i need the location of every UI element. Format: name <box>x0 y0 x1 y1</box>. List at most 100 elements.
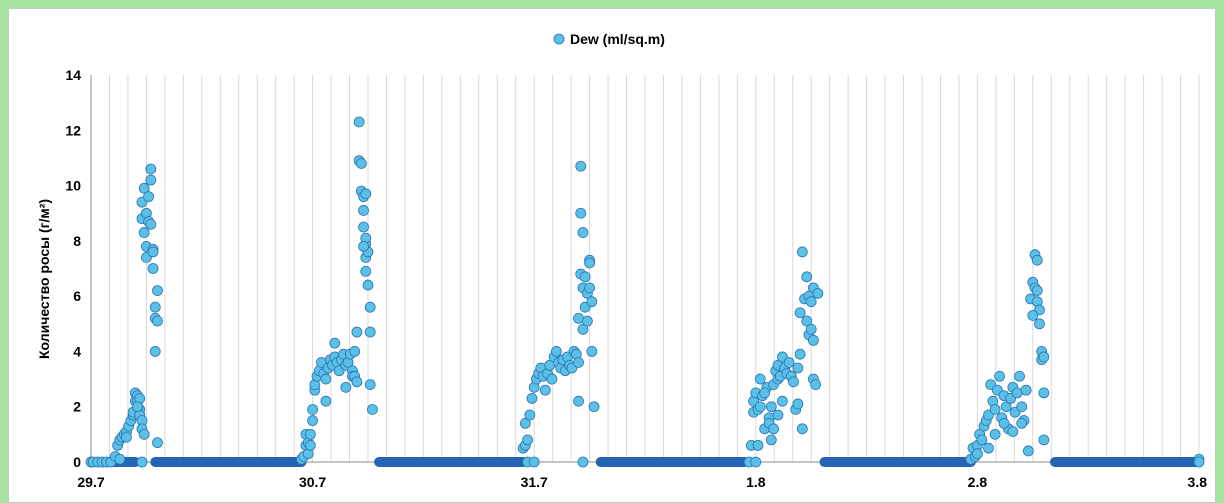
data-point <box>989 428 1001 440</box>
data-points <box>85 116 1205 468</box>
data-point <box>1016 417 1028 429</box>
data-point <box>586 346 598 357</box>
data-point <box>796 246 808 258</box>
data-point <box>320 395 332 407</box>
data-point <box>546 373 558 385</box>
data-point <box>1027 310 1039 321</box>
y-tick-label: 4 <box>73 343 81 359</box>
data-point <box>147 246 159 258</box>
y-tick-labels: 0 2 4 6 8 10 12 14 <box>65 67 81 470</box>
data-point <box>805 296 817 308</box>
data-point <box>152 285 163 297</box>
data-point <box>759 387 771 399</box>
data-point <box>794 348 806 360</box>
data-point <box>796 423 808 435</box>
data-point <box>577 227 589 238</box>
data-point <box>358 205 369 216</box>
data-point <box>304 428 316 440</box>
data-point <box>145 163 157 175</box>
data-point <box>1000 401 1012 413</box>
data-point <box>136 456 148 468</box>
data-point <box>143 191 155 203</box>
x-tick-label: 3.8 <box>1188 474 1208 490</box>
data-point <box>1022 445 1034 457</box>
data-point <box>808 334 819 346</box>
data-point <box>812 287 824 299</box>
data-point <box>792 362 804 374</box>
data-point <box>147 263 159 274</box>
y-tick-label: 2 <box>73 399 81 415</box>
data-point <box>539 384 551 396</box>
data-point <box>788 376 799 388</box>
x-tick-label: 30.7 <box>299 474 326 490</box>
legend: Dew (ml/sq.m) <box>553 31 665 47</box>
data-point <box>138 428 150 440</box>
data-point <box>972 448 983 460</box>
x-tick-label: 29.7 <box>77 474 104 490</box>
data-point <box>349 346 361 357</box>
data-point <box>364 301 376 313</box>
data-point <box>1014 370 1025 382</box>
y-tick-label: 6 <box>73 288 81 304</box>
data-point <box>573 395 584 407</box>
data-point <box>149 346 161 357</box>
x-tick-labels: 29.7 30.7 31.7 1.8 2.8 3.8 <box>77 474 1207 490</box>
data-point <box>573 357 584 368</box>
data-point <box>367 404 378 415</box>
data-point <box>1038 351 1050 363</box>
data-point <box>1031 254 1043 266</box>
data-point <box>355 158 367 169</box>
data-point <box>989 404 1001 415</box>
data-point <box>1038 434 1050 446</box>
data-point <box>810 379 822 391</box>
data-point <box>340 381 352 393</box>
data-point <box>754 373 766 385</box>
data-point <box>307 404 319 415</box>
data-point <box>765 434 777 446</box>
data-point <box>351 326 363 338</box>
y-tick-label: 10 <box>65 178 81 194</box>
data-point <box>765 401 777 413</box>
x-tick-label: 2.8 <box>968 474 988 490</box>
data-point <box>976 434 988 446</box>
data-point <box>152 437 163 449</box>
y-tick-label: 14 <box>65 67 81 83</box>
data-point <box>1007 426 1019 437</box>
data-point <box>329 337 341 349</box>
data-point <box>364 379 376 391</box>
data-point <box>801 271 813 283</box>
data-point <box>145 218 157 230</box>
data-point <box>304 440 316 451</box>
data-point <box>132 401 143 413</box>
data-point <box>320 373 332 385</box>
data-point <box>776 395 788 407</box>
y-tick-label: 12 <box>65 122 81 138</box>
data-point <box>360 265 372 277</box>
data-point <box>1016 401 1028 413</box>
data-point <box>1020 384 1032 396</box>
data-point <box>772 409 784 421</box>
data-point <box>794 307 806 319</box>
data-point <box>138 227 150 238</box>
data-point <box>138 182 150 194</box>
data-point <box>754 401 766 413</box>
data-point <box>149 301 161 313</box>
data-point <box>360 188 372 200</box>
data-point <box>1031 285 1043 297</box>
data-point <box>528 456 540 468</box>
data-point <box>1038 387 1050 399</box>
data-point <box>145 174 157 186</box>
data-point <box>307 415 319 426</box>
data-point <box>573 312 584 324</box>
data-point <box>353 116 365 128</box>
data-point <box>998 417 1010 429</box>
data-point <box>575 160 587 172</box>
data-point <box>577 456 589 468</box>
data-point <box>750 456 762 468</box>
data-point <box>358 221 369 233</box>
data-point <box>526 393 538 404</box>
y-tick-label: 8 <box>73 233 81 249</box>
data-point <box>152 315 163 327</box>
data-point <box>752 440 764 451</box>
data-point <box>358 240 369 252</box>
